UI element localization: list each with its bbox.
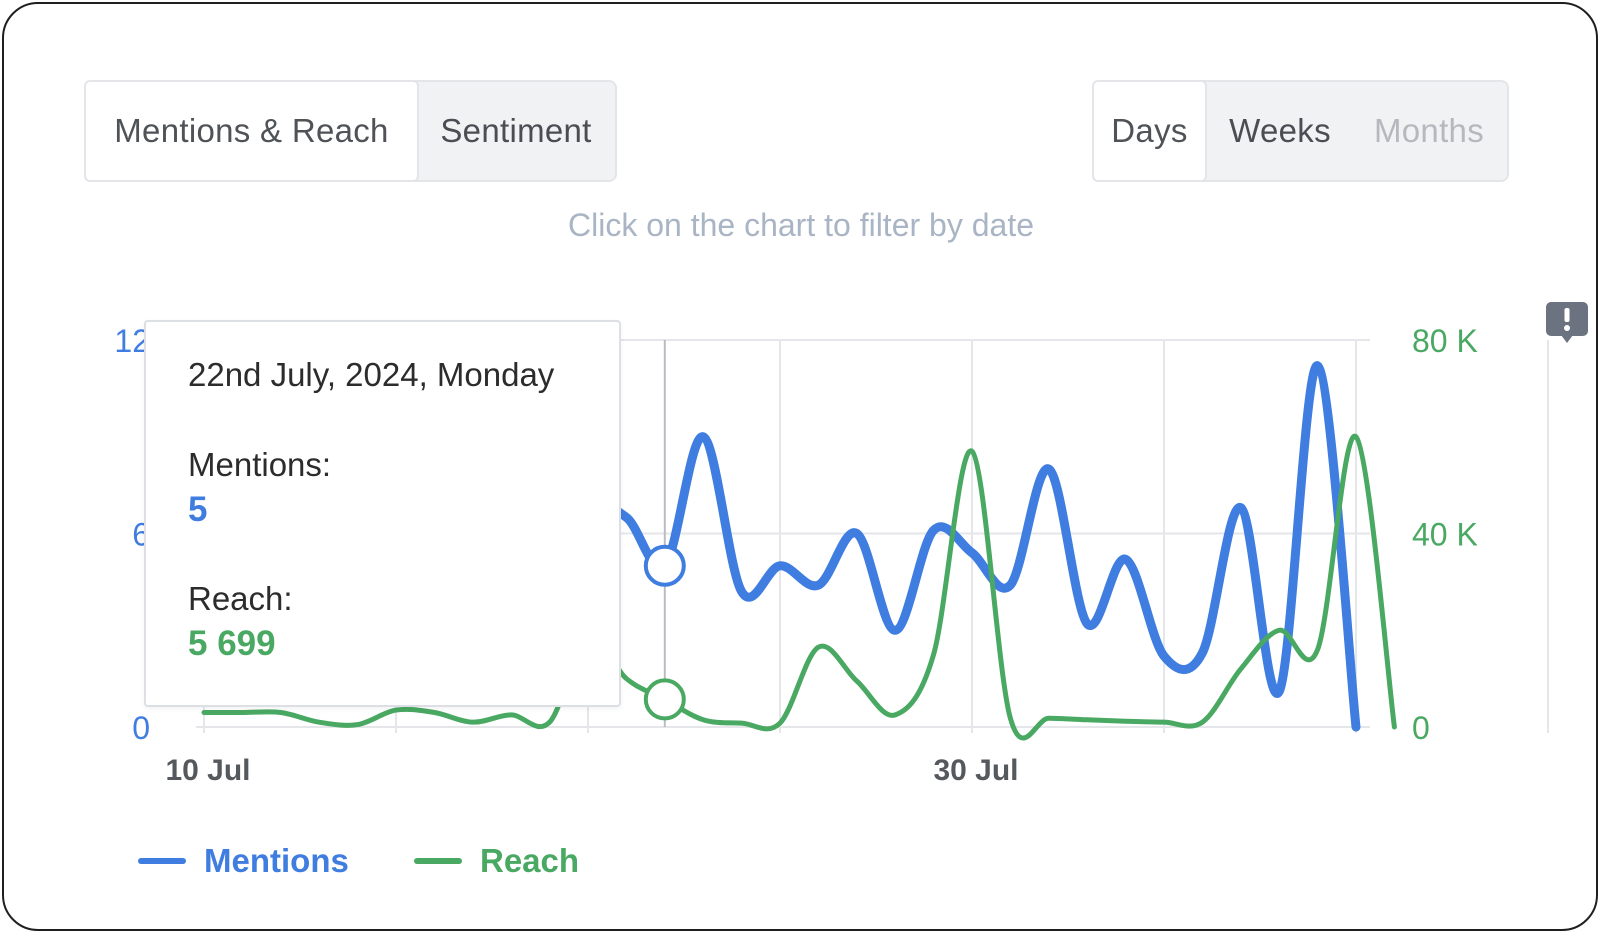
chart-tooltip: 22nd July, 2024, Monday Mentions: 5 Reac… (144, 320, 621, 707)
period-tabs: Days Weeks Months (1092, 80, 1509, 182)
tooltip-reach-value: 5 699 (188, 624, 276, 663)
legend-mentions-swatch (138, 858, 186, 864)
tab-mentions-reach[interactable]: Mentions & Reach (84, 80, 419, 182)
series-line-reach (201, 434, 1397, 741)
tooltip-reach-label: Reach: (188, 580, 293, 617)
tooltip-date: 22nd July, 2024, Monday (188, 356, 555, 393)
tab-months: Months (1373, 112, 1485, 149)
tab-weeks[interactable]: Weeks (1229, 112, 1331, 149)
legend-mentions[interactable]: Mentions (138, 842, 349, 880)
legend-reach[interactable]: Reach (414, 842, 579, 880)
alert-icon-bar (1564, 308, 1570, 322)
left-axis-tick: 0 (132, 710, 150, 746)
hover-marker-mentions (643, 544, 686, 587)
alert-icon (1546, 302, 1588, 343)
tab-sentiment[interactable]: Sentiment (440, 112, 592, 149)
alert-icon-dot (1564, 325, 1570, 331)
tooltip-mentions-label: Mentions: (188, 446, 332, 483)
tab-days[interactable]: Days (1092, 80, 1207, 182)
hover-marker-reach (643, 678, 686, 721)
right-axis-tick: 40 K (1412, 517, 1478, 553)
x-axis-tick: 30 Jul (933, 754, 1018, 787)
metric-tabs: Mentions & Reach Sentiment (84, 80, 617, 182)
alert-icon-pointer (1561, 335, 1573, 343)
chart-hint: Click on the chart to filter by date (568, 207, 1034, 243)
right-axis-tick: 80 K (1412, 323, 1478, 359)
legend-reach-label: Reach (480, 842, 580, 879)
legend-reach-swatch (414, 858, 462, 864)
legend-mentions-label: Mentions (204, 842, 349, 879)
tooltip-mentions-value: 5 (188, 490, 208, 529)
chart-markers (643, 302, 1588, 721)
x-axis-tick: 10 Jul (165, 754, 250, 787)
right-axis-tick: 0 (1412, 710, 1430, 746)
